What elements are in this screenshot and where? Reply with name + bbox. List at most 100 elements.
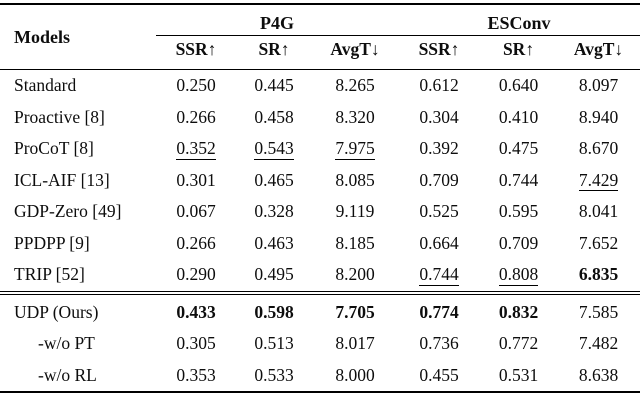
col-header-esconv-avgt: AvgT↓: [557, 35, 640, 70]
metric-value: 0.445: [236, 70, 312, 102]
value-text: 0.595: [498, 201, 539, 221]
metric-value: 0.463: [236, 228, 312, 260]
metric-value: 0.290: [156, 259, 236, 293]
value-text: 0.301: [176, 169, 216, 190]
metric-value: 0.772: [480, 328, 557, 360]
value-text: 0.250: [176, 75, 216, 95]
metric-value: 8.265: [312, 70, 398, 102]
value-text: 0.305: [176, 333, 216, 353]
metric-value: 0.736: [398, 328, 480, 360]
model-name: Proactive [8]: [0, 102, 156, 134]
table-row-standard: Standard 0.250 0.445 8.265 0.612 0.640 8…: [0, 70, 640, 102]
col-header-p4g-ssr: SSR↑: [156, 35, 236, 70]
value-text: 7.652: [578, 232, 619, 253]
metric-value: 0.301: [156, 165, 236, 197]
metric-value: 0.465: [236, 165, 312, 197]
metric-value: 0.531: [480, 360, 557, 393]
table-row-udp-ours: UDP (Ours) 0.433 0.598 7.705 0.774 0.832…: [0, 290, 640, 328]
metric-value: 8.041: [557, 196, 640, 228]
value-text: 7.585: [578, 301, 619, 322]
metric-value: 0.305: [156, 328, 236, 360]
metric-value: 0.744: [480, 165, 557, 197]
model-name: PPDPP [9]: [0, 228, 156, 260]
value-text: 0.328: [254, 201, 294, 221]
table-row-wo-pt: -w/o PT 0.305 0.513 8.017 0.736 0.772 7.…: [0, 328, 640, 360]
metric-value: 0.455: [398, 360, 480, 393]
value-text: 0.475: [498, 138, 539, 158]
value-text: -w/o RL: [38, 364, 97, 385]
table-row-procot: ProCoT [8] 0.352 0.543 7.975 0.392 0.475…: [0, 133, 640, 165]
value-text: 0.531: [498, 364, 539, 385]
table-row-proactive: Proactive [8] 0.266 0.458 8.320 0.304 0.…: [0, 102, 640, 134]
table-header: Models P4G ESConv SSR↑ SR↑ AvgT↓ SSR↑ SR…: [0, 4, 640, 70]
metric-value: 0.640: [480, 70, 557, 102]
value-text: 0.304: [419, 106, 459, 127]
metric-value: 8.000: [312, 360, 398, 393]
value-text: 0.067: [176, 201, 216, 221]
metric-value-second-best: 0.808: [480, 259, 557, 293]
metric-value: 0.266: [156, 102, 236, 134]
value-text: 0.808: [498, 264, 539, 286]
metric-value-best: 7.705: [312, 290, 399, 328]
value-text: 7.429: [578, 169, 619, 191]
metric-value: 0.513: [236, 328, 312, 360]
value-text: 0.640: [498, 75, 539, 95]
baselines-section: Standard 0.250 0.445 8.265 0.612 0.640 8…: [0, 70, 640, 293]
value-text: 6.835: [578, 264, 619, 284]
model-name: -w/o RL: [0, 360, 156, 393]
metric-value: 0.067: [156, 196, 236, 228]
value-text: 0.525: [419, 201, 459, 221]
model-name: ICL-AIF [13]: [0, 165, 156, 197]
value-text: 0.832: [498, 301, 539, 322]
metric-value: 0.410: [480, 102, 557, 134]
metric-value: 0.304: [398, 102, 480, 134]
metric-value-second-best: 0.352: [156, 133, 236, 165]
value-text: 0.744: [419, 264, 459, 286]
model-name: TRIP [52]: [0, 259, 156, 293]
value-text: 8.017: [335, 333, 375, 353]
metric-value-best: 0.598: [236, 290, 312, 328]
value-text: 7.705: [335, 301, 375, 322]
metric-value: 8.085: [312, 165, 398, 197]
value-text: 0.772: [498, 333, 539, 353]
value-text: 0.612: [419, 75, 459, 95]
value-text: 8.670: [578, 138, 619, 158]
model-name: GDP-Zero [49]: [0, 196, 156, 228]
value-text: 0.463: [254, 232, 294, 253]
value-text: 0.465: [254, 169, 294, 190]
value-text: 0.266: [176, 106, 216, 127]
metric-value-second-best: 7.429: [557, 165, 640, 197]
value-text: Standard: [14, 75, 77, 95]
group-header-p4g: P4G: [156, 4, 399, 36]
value-text: 0.458: [254, 106, 294, 127]
metric-value: 7.585: [557, 290, 640, 328]
metric-value: 7.652: [557, 228, 640, 260]
metric-value: 0.595: [480, 196, 557, 228]
value-text: 0.664: [419, 232, 459, 253]
value-text: 8.085: [335, 169, 375, 190]
value-text: 0.744: [498, 169, 539, 190]
group-header-esconv: ESConv: [398, 4, 640, 36]
model-name: -w/o PT: [0, 328, 156, 360]
value-text: 0.495: [254, 264, 294, 284]
metric-value: 0.612: [398, 70, 480, 102]
metric-value: 8.185: [312, 228, 398, 260]
value-text: 0.352: [176, 138, 216, 160]
value-text: 8.265: [335, 75, 375, 95]
metric-value: 0.664: [398, 228, 480, 260]
metric-value: 0.266: [156, 228, 236, 260]
metric-value: 0.328: [236, 196, 312, 228]
metric-value: 0.250: [156, 70, 236, 102]
metric-value-second-best: 0.543: [236, 133, 312, 165]
metric-value: 8.940: [557, 102, 640, 134]
value-text: 9.119: [335, 201, 375, 221]
value-text: 0.266: [176, 232, 216, 253]
value-text: GDP-Zero [49]: [14, 201, 122, 221]
value-text: 8.638: [578, 364, 619, 385]
metric-value: 0.495: [236, 259, 312, 293]
metric-value: 8.200: [312, 259, 398, 293]
metric-value: 9.119: [312, 196, 398, 228]
table-row-trip: TRIP [52] 0.290 0.495 8.200 0.744 0.808 …: [0, 259, 640, 293]
value-text: Proactive [8]: [14, 106, 105, 127]
metric-value: 0.353: [156, 360, 236, 393]
